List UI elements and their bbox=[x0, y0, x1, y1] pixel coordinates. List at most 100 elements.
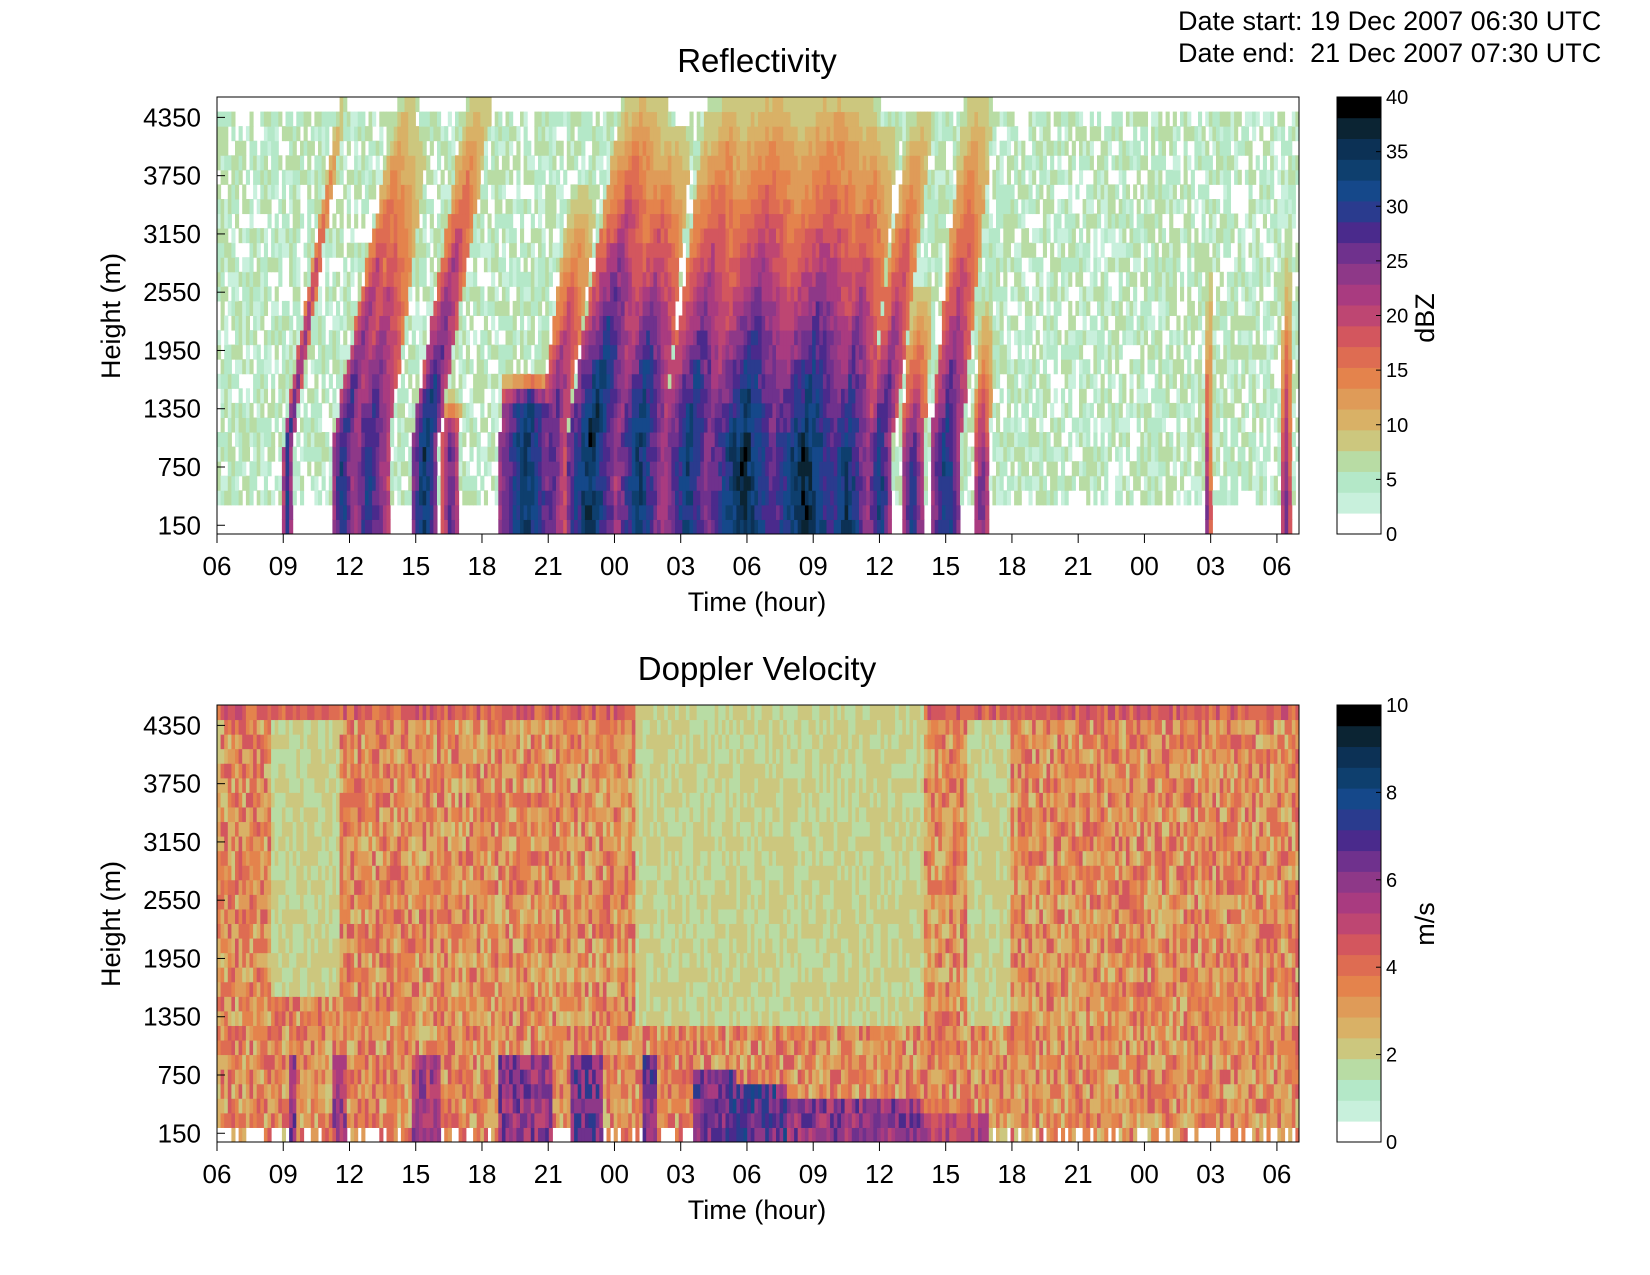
heatmap-cell bbox=[631, 213, 636, 229]
heatmap-cell bbox=[538, 417, 543, 433]
heatmap-cell bbox=[602, 169, 608, 185]
heatmap-cell bbox=[797, 504, 802, 520]
heatmap-cell bbox=[556, 140, 561, 156]
heatmap-cell bbox=[639, 504, 644, 520]
heatmap-cell bbox=[249, 140, 254, 156]
heatmap-cell bbox=[855, 461, 860, 477]
heatmap-cell bbox=[487, 373, 492, 389]
heatmap-cell bbox=[548, 300, 553, 316]
heatmap-cell bbox=[310, 359, 315, 375]
heatmap-cell bbox=[848, 228, 853, 244]
heatmap-cell bbox=[328, 475, 333, 491]
heatmap-cell bbox=[375, 330, 380, 346]
heatmap-cell bbox=[790, 228, 795, 244]
heatmap-cell bbox=[393, 126, 398, 142]
heatmap-cell bbox=[559, 417, 564, 433]
heatmap-cell bbox=[372, 257, 377, 273]
heatmap-cell bbox=[729, 388, 734, 404]
heatmap-cell bbox=[455, 242, 460, 258]
heatmap-cell bbox=[721, 359, 727, 375]
heatmap-cell bbox=[512, 126, 517, 142]
heatmap-cell bbox=[465, 242, 471, 258]
heatmap-cell bbox=[848, 300, 853, 316]
heatmap-cell bbox=[577, 271, 582, 287]
heatmap-cell bbox=[444, 388, 449, 404]
heatmap-cell bbox=[364, 490, 370, 506]
heatmap-cell bbox=[382, 432, 388, 448]
heatmap-cell bbox=[263, 111, 269, 127]
heatmap-cell bbox=[822, 286, 828, 302]
heatmap-cell bbox=[768, 111, 773, 127]
heatmap-cell bbox=[808, 184, 813, 200]
heatmap-cell bbox=[671, 140, 676, 156]
heatmap-cell bbox=[822, 169, 828, 185]
heatmap-cell bbox=[653, 257, 658, 273]
heatmap-cell bbox=[779, 388, 784, 404]
heatmap-cell bbox=[382, 388, 388, 404]
heatmap-cell bbox=[747, 519, 752, 535]
heatmap-cell bbox=[314, 402, 319, 418]
heatmap-cell bbox=[649, 300, 654, 316]
heatmap-cell bbox=[689, 228, 694, 244]
heatmap-cell bbox=[617, 213, 622, 229]
heatmap-cell bbox=[649, 140, 654, 156]
heatmap-cell bbox=[747, 140, 752, 156]
heatmap-cell bbox=[862, 446, 867, 462]
heatmap-cell bbox=[826, 213, 831, 229]
heatmap-cell bbox=[639, 300, 644, 316]
heatmap-cell bbox=[314, 271, 319, 287]
heatmap-cell bbox=[354, 344, 359, 360]
heatmap-cell bbox=[772, 228, 777, 244]
heatmap-cell bbox=[610, 315, 615, 331]
heatmap-cell bbox=[646, 257, 651, 273]
heatmap-cell bbox=[610, 330, 615, 346]
heatmap-cell bbox=[592, 504, 597, 520]
heatmap-cell bbox=[642, 228, 647, 244]
heatmap-cell bbox=[779, 286, 784, 302]
heatmap-cell bbox=[750, 330, 755, 346]
heatmap-cell bbox=[812, 475, 817, 491]
heatmap-cell bbox=[386, 490, 391, 506]
heatmap-cell bbox=[516, 475, 521, 491]
heatmap-cell bbox=[783, 359, 788, 375]
heatmap-cell bbox=[433, 490, 438, 506]
heatmap-cell bbox=[224, 111, 229, 127]
heatmap-cell bbox=[433, 402, 438, 418]
heatmap-cell bbox=[415, 388, 420, 404]
heatmap-cell bbox=[487, 126, 492, 142]
heatmap-cell bbox=[711, 359, 716, 375]
heatmap-cell bbox=[743, 126, 748, 142]
heatmap-cell bbox=[772, 97, 777, 113]
heatmap-cell bbox=[884, 359, 889, 375]
heatmap-cell bbox=[274, 228, 279, 244]
heatmap-cell bbox=[516, 169, 521, 185]
heatmap-cell bbox=[505, 286, 510, 302]
heatmap-cell bbox=[235, 155, 240, 171]
heatmap-cell bbox=[491, 417, 496, 433]
heatmap-cell bbox=[375, 359, 380, 375]
heatmap-cell bbox=[498, 475, 503, 491]
heatmap-cell bbox=[469, 475, 474, 491]
heatmap-cell bbox=[898, 300, 903, 316]
heatmap-cell bbox=[534, 359, 539, 375]
heatmap-cell bbox=[584, 475, 590, 491]
heatmap-cell bbox=[866, 199, 871, 215]
heatmap-cell bbox=[895, 373, 900, 389]
heatmap-cell bbox=[772, 315, 777, 331]
heatmap-cell bbox=[703, 242, 709, 258]
heatmap-cell bbox=[790, 271, 795, 287]
heatmap-cell bbox=[776, 271, 781, 287]
heatmap-cell bbox=[465, 475, 471, 491]
heatmap-cell bbox=[444, 271, 449, 287]
heatmap-cell bbox=[732, 271, 737, 287]
heatmap-cell bbox=[419, 199, 424, 215]
heatmap-cell bbox=[487, 461, 492, 477]
heatmap-cell bbox=[898, 490, 903, 506]
heatmap-cell bbox=[707, 402, 712, 418]
heatmap-cell bbox=[548, 344, 553, 360]
heatmap-cell bbox=[790, 126, 795, 142]
heatmap-cell bbox=[729, 461, 734, 477]
heatmap-cell bbox=[685, 315, 691, 331]
heatmap-cell bbox=[747, 199, 752, 215]
heatmap-cell bbox=[657, 155, 662, 171]
